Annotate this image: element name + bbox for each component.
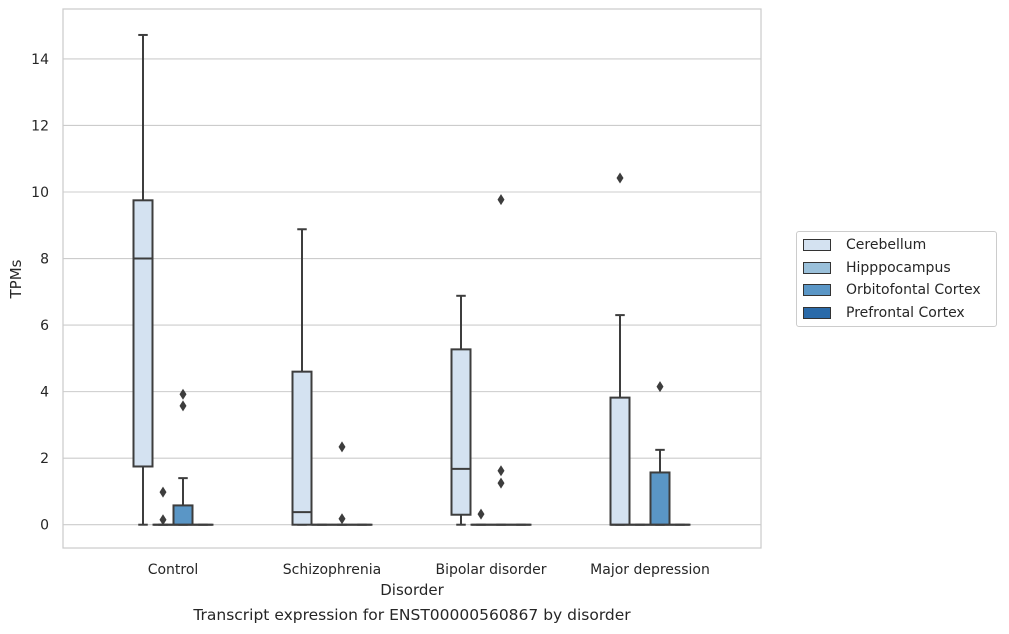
outlier-point <box>616 172 624 184</box>
outlier-point <box>179 388 187 400</box>
outlier-point <box>179 400 187 412</box>
box-1-2 <box>470 508 492 526</box>
plot-frame <box>62 8 762 549</box>
outlier-point <box>159 514 167 526</box>
box-0-2 <box>450 294 472 526</box>
grid-lines <box>63 58 761 526</box>
box-2-2 <box>490 194 512 526</box>
outlier-point <box>338 441 346 453</box>
box-body <box>450 348 472 516</box>
outlier-point <box>497 194 505 206</box>
x-tick-labels: Control Schizophrenia Bipolar disorder Majo… <box>148 562 710 578</box>
y-tick-label: 6 <box>40 318 49 334</box>
outlier-point <box>477 508 485 520</box>
legend-item: Orbitofontal Cortex <box>803 280 981 300</box>
x-axis-label: Disorder <box>380 581 444 599</box>
box-body <box>172 504 194 526</box>
y-tick-label: 0 <box>40 518 49 534</box>
legend-swatch <box>803 284 831 296</box>
legend-label: Prefrontal Cortex <box>846 304 965 321</box>
x-tick-label: Control <box>148 562 199 578</box>
x-tick-label: Schizophrenia <box>283 562 381 578</box>
legend-label: Cerebellum <box>846 237 927 253</box>
y-tick-label: 10 <box>31 185 49 201</box>
y-tick-label: 4 <box>40 385 49 401</box>
legend-swatch <box>803 239 831 251</box>
box-body <box>649 471 671 526</box>
outlier-point <box>159 486 167 498</box>
legend: Cerebellum Hipppocampus Orbitofontal Corte… <box>796 231 997 327</box>
box-0-3 <box>609 172 631 526</box>
box-body <box>291 370 313 526</box>
box-2-1 <box>331 441 353 526</box>
y-tick-labels: 0 2 4 6 8 10 12 14 <box>31 52 49 534</box>
outlier-point <box>497 465 505 477</box>
legend-item: Hipppocampus <box>803 258 951 278</box>
y-tick-label: 12 <box>31 118 49 134</box>
legend-swatch <box>803 306 831 319</box>
y-tick-label: 2 <box>40 451 49 467</box>
box-2-3 <box>649 381 671 526</box>
outlier-point <box>656 381 664 393</box>
box-body <box>609 396 631 526</box>
chart-title: Transcript expression for ENST0000056086… <box>193 606 631 624</box>
box-0-1 <box>291 228 313 526</box>
y-axis-label: TPMs <box>7 259 25 299</box>
box-2-0 <box>172 388 194 526</box>
box-0-0 <box>132 33 154 526</box>
x-tick-label: Major depression <box>590 562 710 578</box>
outlier-point <box>497 477 505 489</box>
legend-item: Cerebellum <box>803 235 926 255</box>
box-1-0 <box>152 486 174 526</box>
y-tick-label: 14 <box>31 52 49 68</box>
x-tick-label: Bipolar disorder <box>435 562 546 578</box>
legend-item: Prefrontal Cortex <box>803 303 965 323</box>
outlier-point <box>338 513 346 525</box>
legend-label: Hipppocampus <box>846 259 951 276</box>
box-groups <box>132 33 691 526</box>
legend-label: Orbitofontal Cortex <box>846 282 981 298</box>
box-body <box>132 199 154 468</box>
legend-swatch <box>803 261 831 274</box>
y-tick-label: 8 <box>40 252 49 268</box>
